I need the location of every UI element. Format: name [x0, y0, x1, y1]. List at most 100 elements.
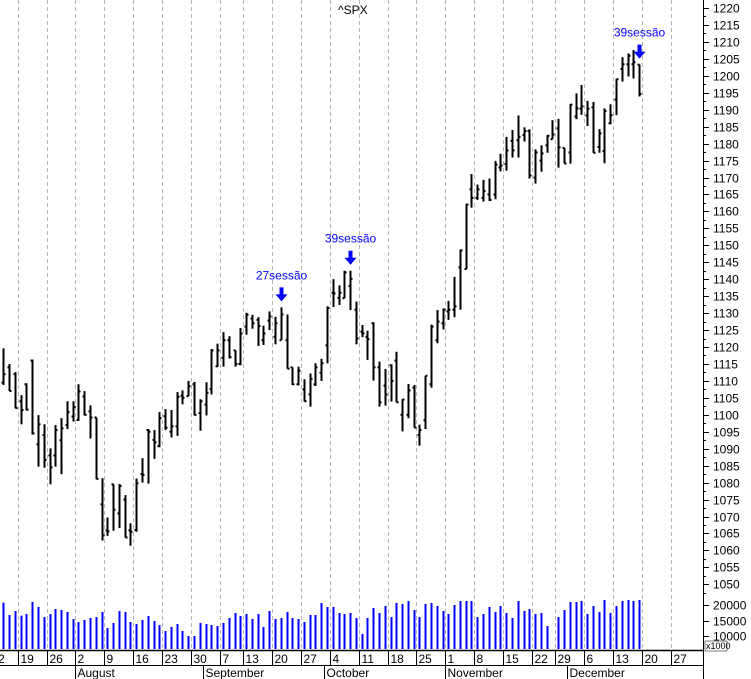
price-tick-label: 1070: [713, 511, 740, 525]
ohlc-bar: [597, 129, 602, 153]
ohlc-bar: [371, 322, 376, 381]
chart-title: ^SPX: [338, 3, 368, 17]
down-arrow-icon: [275, 287, 288, 302]
price-tick-label: 1135: [713, 290, 739, 304]
ohlc-bar: [464, 203, 469, 271]
price-tick-label: 1145: [713, 256, 739, 270]
ohlc-bar: [331, 279, 336, 307]
ohlc-bar: [128, 523, 133, 546]
ohlc-bar: [348, 270, 353, 311]
ohlc-bar: [377, 361, 382, 407]
ohlc-bar: [169, 410, 174, 438]
date-tick-label: 2: [78, 652, 85, 666]
ohlc-bar: [261, 325, 266, 345]
ohlc-bar: [204, 382, 209, 416]
ohlc-bar: [146, 429, 151, 484]
volume-tick-label: 15000: [713, 615, 747, 629]
date-tick-label: 25: [419, 652, 433, 666]
date-tick-label: 23: [165, 652, 179, 666]
ohlc-bar: [313, 363, 318, 386]
ohlc-bar: [233, 349, 238, 367]
ohlc-bar: [360, 324, 365, 338]
date-tick-label: 8: [477, 652, 484, 666]
price-tick-label: 1105: [713, 392, 739, 406]
down-arrow-icon: [633, 44, 646, 59]
price-tick-label: 1175: [713, 155, 739, 169]
price-tick-label: 1210: [713, 36, 740, 50]
ohlc-bar: [227, 336, 232, 359]
ohlc-bar: [342, 270, 347, 300]
ohlc-bar: [354, 301, 359, 345]
date-tick-label: 9: [107, 652, 114, 666]
date-tick-label: 20: [645, 652, 659, 666]
annotation-label: 39sessão: [325, 232, 377, 246]
price-tick-label: 1055: [713, 561, 740, 575]
ohlc-bar: [244, 312, 249, 335]
ohlc-bar: [550, 120, 555, 141]
price-tick-label: 1220: [713, 2, 740, 16]
ohlc-bar: [539, 145, 544, 172]
ohlc-bar: [591, 101, 596, 154]
ohlc-bar: [562, 147, 567, 165]
ohlc-bar: [140, 458, 145, 483]
price-tick-label: 1155: [713, 222, 739, 236]
ohlc-bar: [469, 174, 474, 208]
month-label: October: [327, 666, 370, 679]
ohlc-bar: [209, 349, 214, 395]
ohlc-bar: [446, 300, 451, 320]
ohlc-bar: [458, 249, 463, 310]
ohlc-bar: [117, 483, 122, 529]
ohlc-bar: [406, 383, 411, 419]
ohlc-bar: [516, 115, 521, 158]
ohlc-bar: [383, 369, 388, 406]
ohlc-bar: [631, 50, 636, 79]
date-tick-label: 19: [21, 652, 35, 666]
price-tick-label: 1170: [713, 172, 739, 186]
price-tick-label: 1140: [713, 273, 739, 287]
ohlc-bar: [163, 409, 168, 431]
ohlc-bar: [100, 478, 105, 541]
ohlc-bar: [608, 104, 613, 125]
month-label: November: [448, 666, 503, 679]
ohlc-bar: [123, 495, 128, 539]
month-label: August: [78, 666, 116, 679]
ohlc-bar: [325, 306, 330, 364]
ohlc-bar: [602, 108, 607, 164]
ohlc-bar: [308, 373, 313, 407]
date-tick-label: 7: [223, 652, 230, 666]
ohlc-bar: [88, 405, 93, 439]
price-tick-label: 1085: [713, 460, 740, 474]
price-tick-label: 1095: [713, 426, 740, 440]
date-tick-label: 27: [304, 652, 318, 666]
volume-unit-label: x1000: [706, 641, 731, 651]
date-tick-label: 13: [616, 652, 630, 666]
ohlc-bar: [522, 127, 527, 142]
ohlc-bar: [7, 363, 12, 393]
ohlc-bar: [504, 136, 509, 171]
ohlc-bar: [192, 381, 197, 416]
ohlc-bar: [105, 517, 110, 536]
volume-tick-label: 10000: [713, 630, 747, 644]
ohlc-bar: [157, 412, 162, 448]
ohlc-bar: [48, 448, 53, 485]
ohlc-bar: [273, 316, 278, 345]
ohlc-bar: [493, 160, 498, 200]
ohlc-bar: [134, 478, 139, 532]
ohlc-bar: [417, 424, 422, 446]
volume-tick-label: 20000: [713, 599, 747, 613]
date-tick-label: 26: [50, 652, 64, 666]
ohlc-bar: [285, 314, 290, 370]
ohlc-bar: [1, 348, 6, 385]
ohlc-bar: [238, 328, 243, 366]
ohlc-bar: [59, 418, 64, 475]
ohlc-bar: [556, 118, 561, 168]
ohlc-bar: [498, 153, 503, 172]
ohlc-bar: [475, 184, 480, 200]
ohlc-bar: [215, 343, 220, 368]
ohlc-bar: [152, 430, 157, 459]
ohlc-bar: [302, 379, 307, 403]
ohlc-bar: [94, 416, 99, 480]
ohlc-bar: [13, 372, 18, 410]
ohlc-bar: [400, 398, 405, 432]
